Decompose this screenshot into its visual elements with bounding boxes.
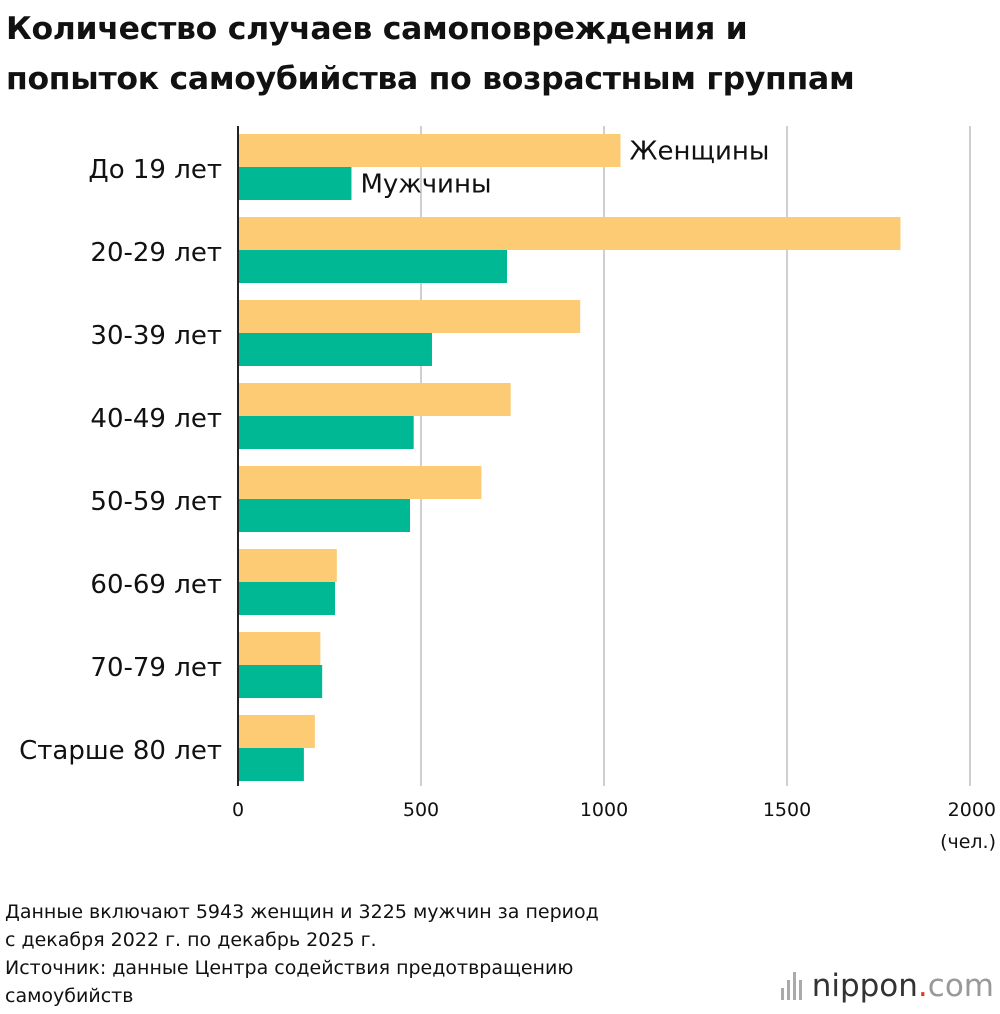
bar-women [239, 134, 621, 167]
x-tick-label: 500 [403, 799, 439, 821]
note-line-4: самоубийств [5, 985, 134, 1007]
bar-men [239, 333, 432, 366]
note-line-3: Источник: данные Центра содействия предо… [5, 957, 574, 979]
bar-men [239, 416, 414, 449]
x-tick-labels: 0 500 1000 1500 2000 [232, 799, 996, 821]
category-label: До 19 лет [88, 155, 222, 185]
category-label: 20-29 лет [90, 238, 222, 268]
bar-men [239, 582, 335, 615]
category-label: 30-39 лет [90, 321, 222, 351]
bar-men [239, 250, 508, 283]
x-tick-label: 2000 [948, 799, 996, 821]
x-unit-label: (чел.) [940, 831, 996, 853]
chart-title-line-1: Количество случаев самоповреждения и [6, 11, 748, 47]
note-line-2: с декабря 2022 г. по декабрь 2025 г. [5, 929, 377, 951]
brand-tld: com [927, 968, 994, 1004]
x-tick-label: 1500 [763, 799, 811, 821]
nippon-logo: nippon. com [780, 966, 994, 1006]
category-label: 50-59 лет [90, 487, 222, 517]
category-label: 40-49 лет [90, 404, 222, 434]
bar-women [239, 300, 581, 333]
bar-men [239, 748, 304, 781]
chart-title-line-2: попыток самоубийства по возрастным групп… [6, 61, 855, 97]
x-tick-label: 0 [232, 799, 244, 821]
logo-bars-icon [780, 972, 802, 1000]
bar-women [239, 466, 482, 499]
bar-men [239, 499, 411, 532]
bars [239, 134, 901, 781]
note-line-1: Данные включают 5943 женщин и 3225 мужчи… [5, 901, 599, 923]
chart-notes: Данные включают 5943 женщин и 3225 мужчи… [5, 898, 725, 1010]
chart-title: Количество случаев самоповреждения и поп… [6, 4, 996, 104]
bar-men [239, 167, 352, 200]
series-labels: Женщины Мужчины [360, 137, 769, 200]
category-label: 60-69 лет [90, 570, 222, 600]
series-label: Женщины [629, 137, 769, 167]
bar-men [239, 665, 323, 698]
category-labels: До 19 лет 20-29 лет 30-39 лет 40-49 лет 50-5… [19, 155, 222, 766]
brand-name: nippon [811, 968, 918, 1004]
category-label: Старше 80 лет [19, 736, 222, 766]
bar-women [239, 549, 337, 582]
bar-women [239, 383, 511, 416]
bar-chart: До 19 лет 20-29 лет 30-39 лет 40-49 лет 50-5… [19, 126, 996, 853]
x-tick-label: 1000 [580, 799, 628, 821]
bar-women [239, 715, 315, 748]
bar-women [239, 632, 321, 665]
series-label: Мужчины [360, 170, 491, 200]
brand-dot: . [917, 968, 928, 1004]
category-label: 70-79 лет [90, 653, 222, 683]
bar-women [239, 217, 901, 250]
